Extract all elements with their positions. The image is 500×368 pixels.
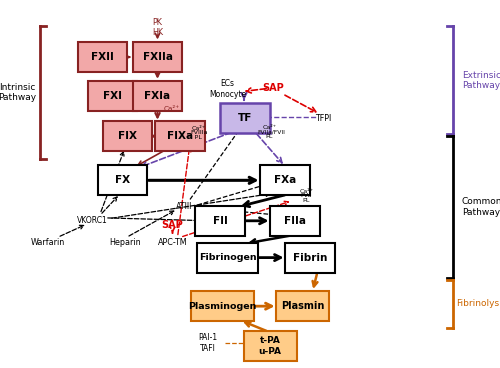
Text: FIX: FIX	[118, 131, 137, 141]
FancyBboxPatch shape	[195, 206, 245, 236]
FancyBboxPatch shape	[270, 206, 320, 236]
FancyBboxPatch shape	[78, 42, 127, 72]
FancyBboxPatch shape	[285, 243, 335, 272]
Text: Plasminogen: Plasminogen	[188, 302, 256, 311]
Text: Plasmin: Plasmin	[281, 301, 324, 311]
FancyBboxPatch shape	[103, 121, 152, 151]
Text: Ca²⁺: Ca²⁺	[263, 125, 277, 130]
FancyBboxPatch shape	[133, 42, 182, 72]
Text: FIXa: FIXa	[167, 131, 193, 141]
FancyBboxPatch shape	[88, 81, 137, 110]
Text: Fibrinogen: Fibrinogen	[198, 253, 256, 262]
Text: FVIIIa: FVIIIa	[190, 130, 208, 135]
Text: Ca²⁺: Ca²⁺	[164, 106, 180, 112]
FancyBboxPatch shape	[220, 103, 270, 132]
FancyBboxPatch shape	[98, 166, 147, 195]
Text: FXa: FXa	[274, 175, 296, 185]
Text: FII: FII	[212, 216, 228, 226]
FancyBboxPatch shape	[276, 291, 329, 321]
Text: FVa: FVa	[301, 193, 312, 198]
Text: ATIII: ATIII	[176, 202, 192, 210]
Text: SAP: SAP	[262, 82, 284, 93]
Text: PL: PL	[266, 134, 272, 139]
Text: Extrinsic
Pathway: Extrinsic Pathway	[462, 71, 500, 90]
FancyBboxPatch shape	[155, 121, 205, 151]
Text: Warfarin: Warfarin	[30, 238, 64, 247]
Text: FXIIa: FXIIa	[142, 52, 172, 62]
Text: FX: FX	[115, 175, 130, 185]
Text: TF: TF	[238, 113, 252, 123]
Text: Fibrin: Fibrin	[293, 252, 327, 263]
Text: APC-TM: APC-TM	[158, 238, 188, 247]
Text: SAP: SAP	[162, 220, 184, 230]
Text: Ca²⁺: Ca²⁺	[192, 126, 206, 131]
Text: Common
Pathway: Common Pathway	[461, 198, 500, 217]
Text: t-PA
u-PA: t-PA u-PA	[258, 336, 281, 355]
Text: PL: PL	[303, 198, 310, 203]
Text: Heparin: Heparin	[109, 238, 141, 247]
Text: Fibrinolysis: Fibrinolysis	[456, 300, 500, 308]
Text: Intrinsic
Pathway: Intrinsic Pathway	[0, 83, 36, 102]
Text: FXI: FXI	[103, 91, 122, 101]
FancyBboxPatch shape	[244, 331, 296, 361]
FancyBboxPatch shape	[133, 81, 182, 110]
FancyBboxPatch shape	[191, 291, 254, 321]
FancyBboxPatch shape	[197, 243, 258, 272]
Text: FXII: FXII	[91, 52, 114, 62]
Text: VKORC1: VKORC1	[77, 216, 108, 225]
FancyBboxPatch shape	[260, 166, 310, 195]
Text: PK
HK: PK HK	[152, 18, 163, 37]
Text: ECs
Monocyte: ECs Monocyte	[209, 79, 246, 99]
Text: FIIa: FIIa	[284, 216, 306, 226]
Text: Ca²⁺: Ca²⁺	[300, 189, 314, 194]
Text: PAI-1
TAFI: PAI-1 TAFI	[198, 333, 217, 353]
Text: FXIa: FXIa	[144, 91, 171, 101]
Text: FVIIa/FVII: FVIIa/FVII	[258, 129, 285, 134]
Text: TFPI: TFPI	[316, 114, 332, 123]
Text: ⊣ PL: ⊣ PL	[186, 135, 202, 140]
